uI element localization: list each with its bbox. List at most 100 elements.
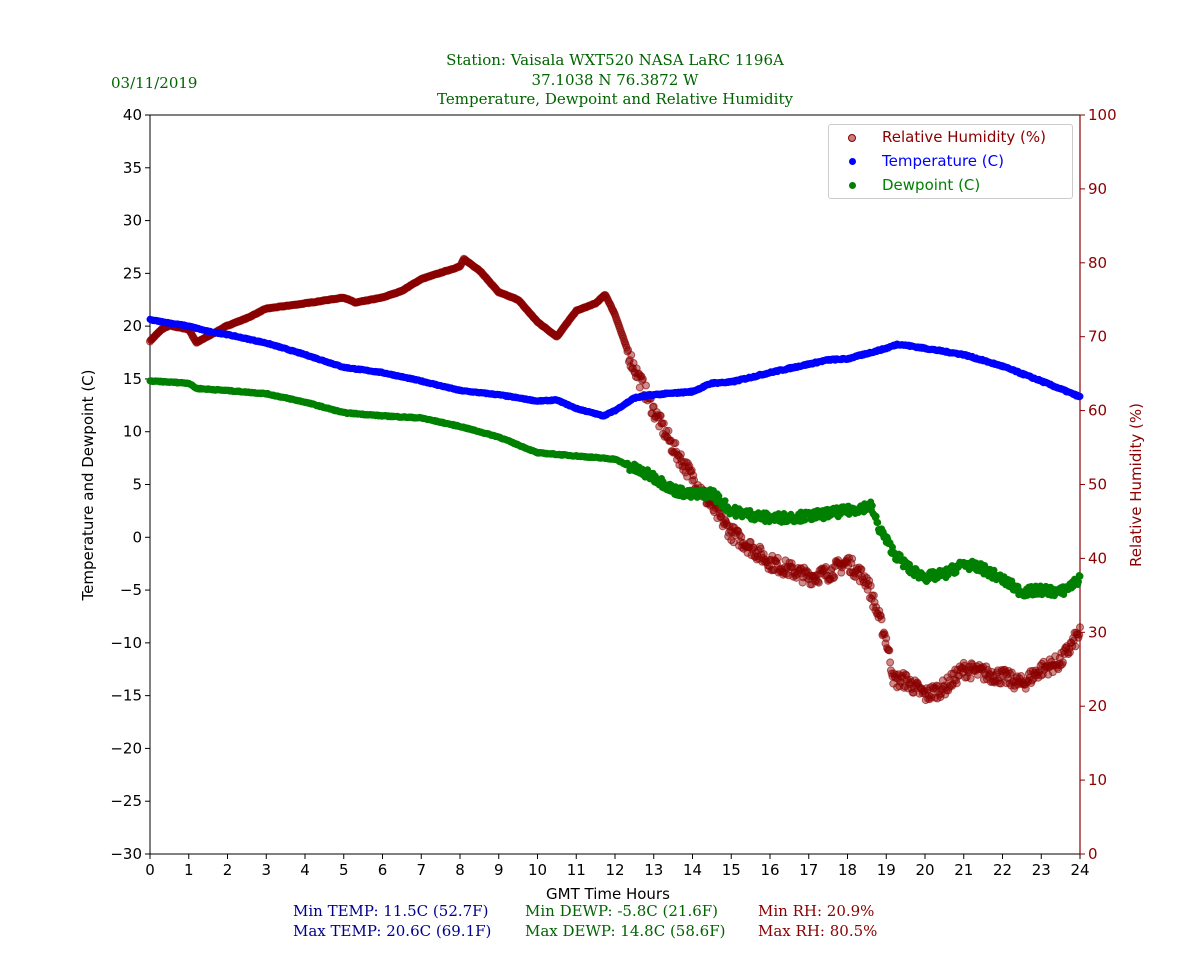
x-tick-label: 14 <box>683 861 702 879</box>
legend: Relative Humidity (%) Temperature (C) De… <box>828 124 1073 199</box>
y-tick-label: −5 <box>120 581 142 599</box>
legend-marker-dewp <box>849 182 856 189</box>
series-temp <box>146 315 1084 420</box>
x-tick-label: 3 <box>261 861 271 879</box>
data-point <box>1007 668 1016 677</box>
data-point <box>868 502 876 510</box>
x-tick-label: 10 <box>528 861 547 879</box>
y-tick-label: −15 <box>110 687 142 705</box>
stat-min-dewp: Min DEWP: -5.8C (21.6F) <box>525 902 719 920</box>
series-rh <box>146 254 1084 705</box>
data-point <box>659 419 668 428</box>
y2-tick-label: 70 <box>1088 328 1107 346</box>
y2-axis-label: Relative Humidity (%) <box>1127 403 1145 567</box>
y-tick-label: −30 <box>110 845 142 863</box>
y-tick-label: 30 <box>123 212 142 230</box>
x-tick-label: 16 <box>760 861 779 879</box>
legend-label-rh: Relative Humidity (%) <box>882 128 1046 146</box>
x-tick-label: 17 <box>799 861 818 879</box>
data-point <box>664 426 673 435</box>
x-tick-label: 6 <box>378 861 388 879</box>
data-point <box>814 578 823 587</box>
title-station: Station: Vaisala WXT520 NASA LaRC 1196A <box>446 51 784 69</box>
data-point <box>886 658 895 667</box>
y2-tick-label: 80 <box>1088 254 1107 272</box>
data-point <box>1076 623 1084 632</box>
x-tick-label: 1 <box>184 861 194 879</box>
y2-tick-label: 0 <box>1088 845 1098 863</box>
x-tick-label: 4 <box>300 861 310 879</box>
x-tick-label: 20 <box>915 861 934 879</box>
stat-max-rh: Max RH: 80.5% <box>758 922 878 940</box>
data-point <box>656 411 665 420</box>
x-tick-label: 18 <box>838 861 857 879</box>
x-tick-label: 9 <box>494 861 504 879</box>
y2-tick-label: 100 <box>1088 106 1117 124</box>
x-tick-label: 13 <box>644 861 663 879</box>
chart-title: Station: Vaisala WXT520 NASA LaRC 1196A … <box>315 51 915 110</box>
data-point <box>872 512 880 520</box>
data-point <box>721 497 729 505</box>
data-point <box>857 565 866 574</box>
data-point <box>877 615 886 624</box>
data-point <box>869 591 878 600</box>
x-tick-label: 24 <box>1070 861 1089 879</box>
y2-tick-label: 60 <box>1088 402 1107 420</box>
legend-label-temp: Temperature (C) <box>882 152 1004 170</box>
data-point <box>773 553 782 562</box>
legend-marker-rh <box>848 134 856 142</box>
title-coords: 37.1038 N 76.3872 W <box>531 70 699 89</box>
data-point <box>885 646 894 655</box>
data-point <box>737 532 746 541</box>
stat-max-dewp: Max DEWP: 14.8C (58.6F) <box>525 922 726 940</box>
y-axis-label: Temperature and Dewpoint (C) <box>79 369 97 601</box>
y-tick-label: 5 <box>132 476 142 494</box>
data-point <box>882 634 891 643</box>
x-tick-label: 7 <box>416 861 426 879</box>
data-point <box>1076 392 1084 400</box>
x-tick-label: 23 <box>1032 861 1051 879</box>
x-tick-label: 11 <box>567 861 586 879</box>
data-point <box>642 381 650 390</box>
data-point <box>627 351 636 360</box>
y-tick-label: 35 <box>123 159 142 177</box>
x-tick-label: 19 <box>877 861 896 879</box>
y-tick-label: −25 <box>110 792 142 810</box>
x-tick-label: 2 <box>223 861 233 879</box>
y2-tick-label: 90 <box>1088 180 1107 198</box>
data-point <box>866 581 875 590</box>
y-tick-label: 40 <box>123 106 142 124</box>
date-label: 03/11/2019 <box>111 74 198 92</box>
data-point <box>848 554 857 563</box>
y-tick-label: 15 <box>123 370 142 388</box>
y2-tick-label: 10 <box>1088 771 1107 789</box>
data-point <box>830 573 839 582</box>
data-point <box>966 674 975 683</box>
series-dewp <box>146 377 1084 600</box>
data-point <box>1058 658 1067 667</box>
y-tick-label: 20 <box>123 317 142 335</box>
stat-max-temp: Max TEMP: 20.6C (69.1F) <box>293 922 492 940</box>
y-tick-label: −20 <box>110 739 142 757</box>
legend-label-dewp: Dewpoint (C) <box>882 176 981 194</box>
data-point <box>1075 630 1084 639</box>
data-point <box>1051 652 1060 661</box>
y2-tick-label: 40 <box>1088 549 1107 567</box>
data-point <box>1076 572 1084 580</box>
legend-marker-temp <box>849 158 856 165</box>
data-point <box>952 679 961 688</box>
x-tick-label: 12 <box>605 861 624 879</box>
y2-tick-label: 20 <box>1088 697 1107 715</box>
x-tick-label: 5 <box>339 861 349 879</box>
y-tick-label: 10 <box>123 423 142 441</box>
plot-frame <box>149 114 1081 855</box>
y-tick-label: 25 <box>123 264 142 282</box>
data-point <box>638 375 647 384</box>
stat-min-temp: Min TEMP: 11.5C (52.7F) <box>293 902 489 920</box>
title-desc: Temperature, Dewpoint and Relative Humid… <box>437 90 793 108</box>
x-tick-label: 0 <box>145 861 155 879</box>
data-point <box>1071 642 1080 651</box>
y-tick-label: −10 <box>110 634 142 652</box>
x-tick-label: 21 <box>954 861 973 879</box>
